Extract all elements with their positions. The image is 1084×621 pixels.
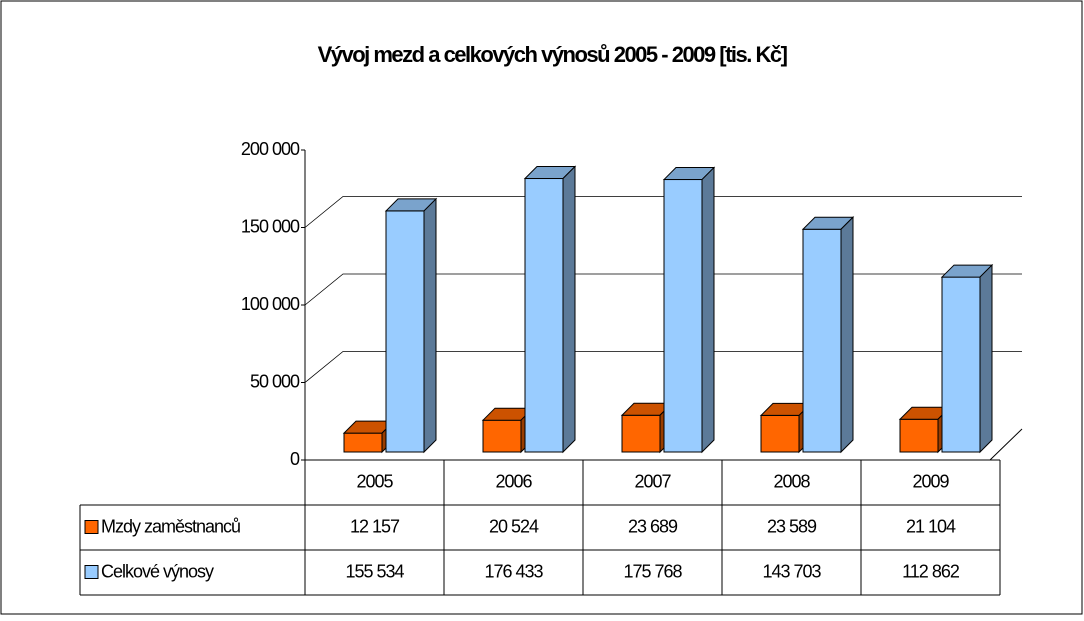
floor-edge [989,428,1023,461]
legend-label: Mzdy zaměstnanců [101,516,240,536]
data-label: 23 589 [767,516,817,536]
data-label: 21 104 [906,516,956,536]
bar-side [701,166,715,454]
data-label: 143 703 [762,561,821,581]
bar-front [663,179,703,453]
bar-side [562,165,576,454]
y-tick-label: 50 000 [250,371,300,391]
y-tick-label: 200 000 [241,139,300,159]
y-tick-label: 100 000 [241,294,300,314]
grid-line [304,196,1022,228]
x-tick-label: 2009 [912,471,949,491]
bar-front [343,432,383,453]
x-tick-label: 2006 [495,471,532,491]
data-label: 23 689 [628,516,678,536]
legend-swatch [84,565,99,579]
chart-title: Vývoj mezd a celkových výnosů 2005 - 200… [318,42,788,67]
bar-front [385,210,425,453]
data-label: 175 768 [623,561,682,581]
y-tick-label: 0 [290,449,300,469]
data-label: 20 524 [489,516,539,536]
data-label: 176 433 [484,561,543,581]
legend-label: Celkové výnosy [101,561,214,581]
bar-side [979,263,993,454]
data-label: 155 534 [345,561,404,581]
bar-front [760,414,800,453]
bar-side [423,197,437,454]
bar-side [840,216,854,454]
y-tick-label: 150 000 [241,216,300,236]
data-label: 112 862 [902,561,960,581]
grid-line [304,351,1022,383]
data-label: 12 157 [350,516,400,536]
x-tick-label: 2008 [773,471,810,491]
bar-front [899,418,939,453]
legend-swatch [84,520,99,534]
bar-front [621,414,661,453]
bar-front [482,419,522,453]
bar-front [941,276,981,453]
x-tick-label: 2005 [356,471,393,491]
x-tick-label: 2007 [634,471,671,491]
bar-front [524,178,564,453]
bar-front [802,228,842,453]
grid-line [304,273,1022,306]
